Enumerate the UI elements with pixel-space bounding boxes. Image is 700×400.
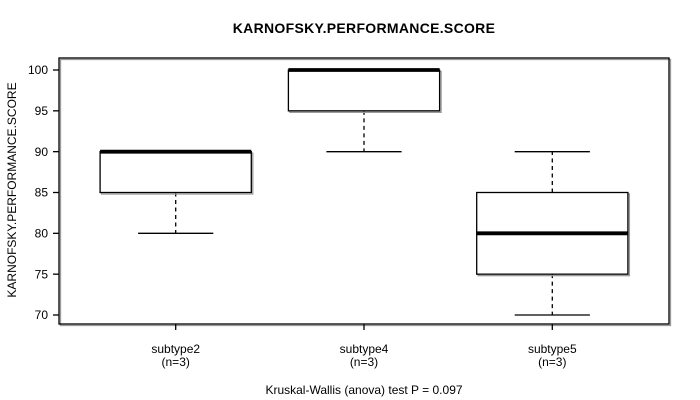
y-tick-label: 100 xyxy=(28,63,48,77)
box xyxy=(99,151,252,194)
group-label: subtype5 xyxy=(528,342,577,356)
group-sublabel: (n=3) xyxy=(350,355,378,369)
plot-area: 707580859095100subtype2(n=3)subtype4(n=3… xyxy=(28,57,672,369)
y-tick-label: 85 xyxy=(35,186,49,200)
group-sublabel: (n=3) xyxy=(538,355,566,369)
plot-border-shadow xyxy=(59,58,672,327)
y-tick-label: 90 xyxy=(35,145,49,159)
y-axis-label: KARNOFSKY.PERFORMANCE.SCORE xyxy=(5,82,19,297)
y-tick-label: 80 xyxy=(35,227,49,241)
caption: Kruskal-Wallis (anova) test P = 0.097 xyxy=(265,383,462,397)
group-label: subtype2 xyxy=(151,342,200,356)
y-tick-label: 95 xyxy=(35,104,49,118)
chart-title: KARNOFSKY.PERFORMANCE.SCORE xyxy=(233,20,495,36)
group-sublabel: (n=3) xyxy=(162,355,190,369)
y-tick-label: 75 xyxy=(35,267,49,281)
group-label: subtype4 xyxy=(340,342,389,356)
y-tick-label: 70 xyxy=(35,308,49,322)
box xyxy=(287,69,441,112)
